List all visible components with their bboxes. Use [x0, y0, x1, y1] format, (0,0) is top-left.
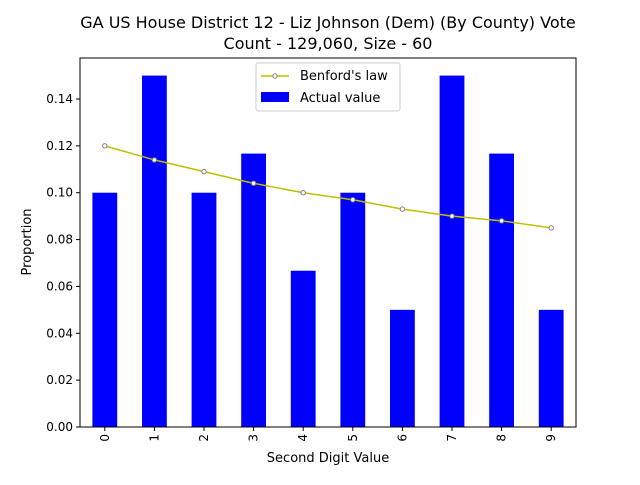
benford-point-4 — [300, 190, 306, 196]
benford-point-0 — [102, 143, 108, 149]
legend-frame — [255, 62, 401, 112]
x-tick-label: 8 — [495, 434, 509, 442]
legend-benford-label: Benford's law — [300, 69, 388, 84]
benford-line-layer — [102, 143, 554, 231]
y-tick-label: 0.06 — [46, 279, 73, 293]
y-tick-label: 0.08 — [46, 233, 73, 247]
y-tick-label: 0.12 — [46, 139, 73, 153]
bar-digit-6 — [390, 309, 415, 427]
y-ticks: 0.00 0.02 0.04 0.06 0.08 0.10 0.12 0.14 — [46, 92, 80, 434]
benford-point-1 — [151, 157, 158, 163]
benford-point-8 — [498, 218, 505, 224]
benford-point-9 — [548, 225, 554, 231]
chart-title-line-2: Count - 129,060, Size - 60 — [224, 34, 433, 53]
x-tick-label: 5 — [346, 434, 360, 442]
y-tick-label: 0.00 — [46, 420, 73, 434]
x-ticks: 0 1 2 3 4 5 6 7 8 9 — [98, 427, 558, 442]
bar-digit-5 — [340, 192, 366, 427]
chart-title-line-1: GA US House District 12 - Liz Johnson (D… — [80, 13, 575, 32]
bars-layer — [92, 75, 564, 428]
axes-layer — [79, 57, 577, 428]
x-tick-label: 4 — [296, 434, 310, 442]
benford-point-2 — [201, 168, 207, 175]
x-tick-label: 7 — [445, 434, 459, 442]
x-tick-label: 2 — [197, 434, 211, 442]
bar-digit-1 — [142, 75, 167, 428]
benford-point-7 — [449, 213, 455, 219]
x-tick-label: 3 — [247, 434, 261, 442]
legend: Benford's law Actual value — [255, 62, 401, 112]
legend-actual-swatch — [261, 92, 289, 102]
benford-line — [104, 145, 552, 229]
bar-digit-3 — [241, 153, 266, 428]
x-tick-label: 6 — [395, 434, 409, 442]
y-tick-label: 0.02 — [46, 373, 73, 387]
bar-digit-8 — [489, 153, 514, 428]
y-axis-label: Proportion — [20, 208, 35, 275]
y-tick-label: 0.10 — [46, 186, 73, 200]
benford-point-6 — [399, 206, 406, 212]
bar-digit-4 — [290, 270, 316, 427]
x-tick-label: 1 — [147, 434, 161, 442]
x-tick-label: 9 — [544, 434, 558, 442]
bar-digit-0 — [92, 192, 118, 427]
x-tick-label: 0 — [98, 434, 112, 442]
legend-actual-label: Actual value — [300, 91, 380, 106]
y-tick-label: 0.04 — [46, 326, 73, 340]
bar-digit-9 — [538, 309, 564, 427]
bar-digit-7 — [439, 75, 465, 428]
x-axis-label: Second Digit Value — [267, 451, 389, 466]
legend-benford-marker-swatch — [272, 73, 278, 79]
bar-digit-2 — [191, 192, 217, 427]
y-tick-label: 0.14 — [46, 92, 73, 106]
benford-point-5 — [350, 197, 356, 203]
plot-area-frame — [79, 57, 577, 428]
benford-point-3 — [250, 180, 257, 187]
